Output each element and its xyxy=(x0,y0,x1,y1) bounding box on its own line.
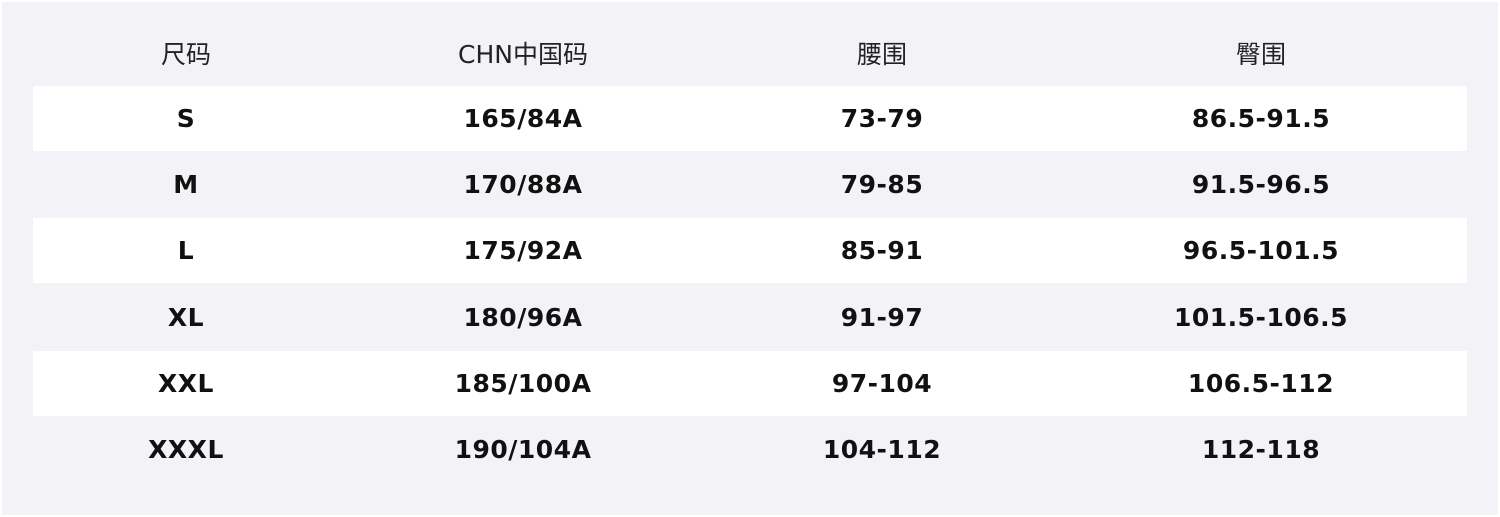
table-row: L 175/92A 85-91 96.5-101.5 xyxy=(33,218,1467,284)
table-row: S 165/84A 73-79 86.5-91.5 xyxy=(33,86,1467,151)
cell-hip: 101.5-106.5 xyxy=(1173,302,1349,332)
header-chn-size: CHN中国码 xyxy=(458,39,588,69)
cell-waist: 104-112 xyxy=(822,435,942,464)
table-row: M 170/88A 79-85 91.5-96.5 xyxy=(33,152,1467,217)
cell-chn-size: 190/104A xyxy=(454,435,592,464)
cell-size: XL xyxy=(167,302,205,332)
table-header: 尺码 CHN中国码 腰围 臀围 xyxy=(33,20,1467,85)
cell-size: XXL xyxy=(158,368,214,398)
cell-hip: 86.5-91.5 xyxy=(1191,104,1331,133)
cell-chn-size: 175/92A xyxy=(463,236,583,266)
table-row: XXXL 190/104A 104-112 112-118 xyxy=(33,417,1467,482)
cell-waist: 85-91 xyxy=(840,236,924,266)
table-row: XXL 185/100A 97-104 106.5-112 xyxy=(33,350,1467,416)
header-hip: 臀围 xyxy=(1235,39,1287,69)
cell-chn-size: 180/96A xyxy=(463,302,583,332)
cell-hip: 106.5-112 xyxy=(1187,368,1335,398)
cell-hip: 112-118 xyxy=(1201,435,1321,464)
cell-size: XXXL xyxy=(148,435,224,464)
cell-chn-size: 165/84A xyxy=(463,104,583,133)
cell-hip: 96.5-101.5 xyxy=(1182,236,1340,266)
cell-hip: 91.5-96.5 xyxy=(1191,170,1331,200)
cell-waist: 91-97 xyxy=(840,302,924,332)
cell-chn-size: 185/100A xyxy=(454,368,592,398)
table-row: XL 180/96A 91-97 101.5-106.5 xyxy=(33,285,1467,350)
cell-size: L xyxy=(177,236,195,266)
header-size: 尺码 xyxy=(160,39,212,69)
cell-waist: 79-85 xyxy=(840,170,924,200)
header-waist: 腰围 xyxy=(856,39,908,69)
cell-waist: 97-104 xyxy=(831,368,933,398)
cell-size: S xyxy=(176,104,196,133)
cell-size: M xyxy=(173,170,199,200)
cell-chn-size: 170/88A xyxy=(463,170,583,200)
cell-waist: 73-79 xyxy=(840,104,924,133)
